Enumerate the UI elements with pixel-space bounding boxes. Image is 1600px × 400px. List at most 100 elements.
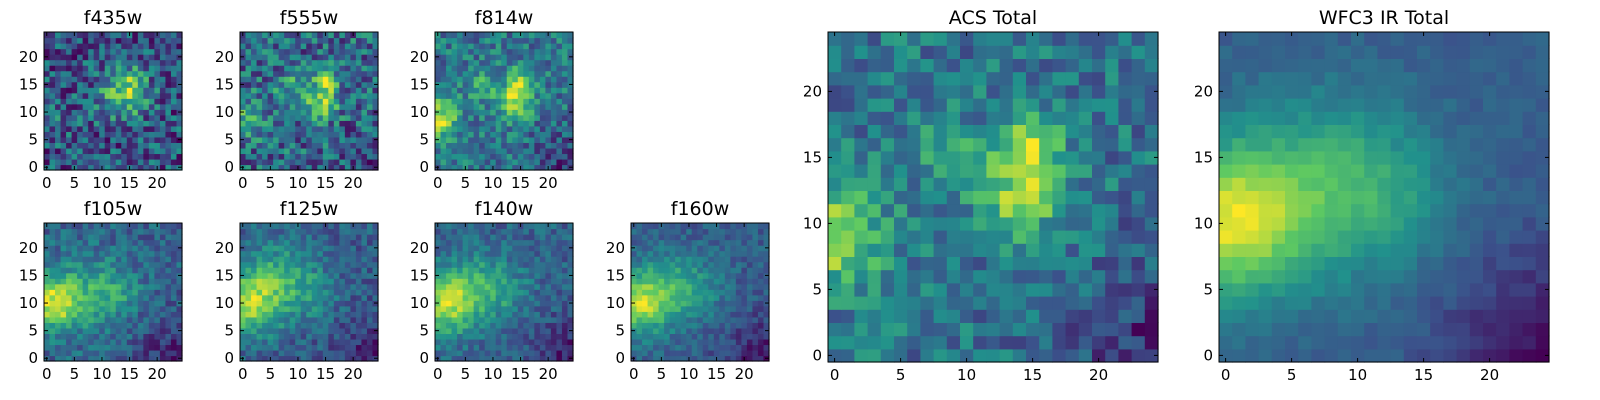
heatmap-cell xyxy=(317,305,324,312)
panel-title: f555w xyxy=(280,7,339,29)
heatmap-cell xyxy=(1144,322,1159,337)
heatmap-cell xyxy=(55,87,62,94)
heatmap-cell xyxy=(77,70,84,77)
heatmap-cell xyxy=(528,349,535,357)
heatmap-cell xyxy=(490,65,497,72)
heatmap-cell xyxy=(490,142,497,149)
heatmap-cell xyxy=(462,344,469,351)
heatmap-cell xyxy=(143,114,150,121)
heatmap-cell xyxy=(680,261,687,268)
heatmap-cell xyxy=(647,267,654,274)
heatmap-cell xyxy=(653,245,660,252)
heatmap-cell xyxy=(545,272,552,279)
heatmap-cell xyxy=(104,228,111,235)
heatmap-cell xyxy=(350,92,357,99)
heatmap-cell xyxy=(512,256,519,263)
heatmap-cell xyxy=(77,81,84,88)
heatmap-cell xyxy=(284,267,291,274)
heatmap-cell xyxy=(361,32,368,39)
heatmap-cell xyxy=(295,349,302,357)
heatmap-cell xyxy=(763,234,770,241)
heatmap-cell xyxy=(143,234,150,241)
heatmap-cell xyxy=(88,300,95,307)
heatmap-cell xyxy=(165,87,172,94)
heatmap-cell xyxy=(322,120,329,127)
heatmap-cell xyxy=(735,338,742,346)
heatmap-cell xyxy=(344,228,351,235)
heatmap-cell xyxy=(440,164,447,171)
heatmap-cell xyxy=(99,65,106,72)
heatmap-cell xyxy=(289,32,296,39)
heatmap-cell xyxy=(1012,243,1027,257)
heatmap-cell xyxy=(669,256,676,263)
heatmap-cell xyxy=(691,272,698,279)
heatmap-cell xyxy=(240,344,247,351)
heatmap-cell xyxy=(66,250,73,257)
heatmap-cell xyxy=(154,98,161,105)
heatmap-cell xyxy=(653,223,660,230)
heatmap-cell xyxy=(251,250,258,257)
heatmap-cell xyxy=(240,322,247,329)
heatmap-cell xyxy=(1026,269,1040,284)
heatmap-cell xyxy=(104,355,111,362)
heatmap-cell xyxy=(322,327,329,334)
heatmap-cell xyxy=(355,316,363,323)
heatmap-cell xyxy=(664,234,671,241)
heatmap-cell xyxy=(973,296,987,310)
heatmap-cell xyxy=(828,243,842,257)
heatmap-cell xyxy=(512,76,519,83)
heatmap-cell xyxy=(256,305,263,312)
heatmap-cell xyxy=(66,305,73,312)
heatmap-cell xyxy=(534,70,541,77)
heatmap-cell xyxy=(366,37,374,44)
heatmap-cell xyxy=(691,294,698,301)
heatmap-cell xyxy=(894,296,908,310)
heatmap-cell xyxy=(273,344,280,351)
heatmap-cell xyxy=(143,103,150,110)
heatmap-cell xyxy=(907,282,921,297)
heatmap-cell xyxy=(647,239,654,246)
heatmap-cell xyxy=(328,311,335,318)
heatmap-cell xyxy=(121,333,128,340)
heatmap-cell xyxy=(828,296,842,310)
heatmap-cell xyxy=(490,114,497,121)
heatmap-cell xyxy=(93,76,100,83)
heatmap-cell xyxy=(176,87,183,94)
heatmap-cell xyxy=(300,300,307,307)
heatmap-cell xyxy=(763,316,770,323)
heatmap-cell xyxy=(894,282,908,297)
heatmap-cell xyxy=(289,87,296,94)
heatmap-cell xyxy=(946,230,961,244)
heatmap-cell xyxy=(273,311,280,318)
heatmap-cell xyxy=(664,267,671,274)
heatmap-cell xyxy=(468,65,475,72)
heatmap-cell xyxy=(115,289,122,296)
heatmap-cell xyxy=(473,158,480,166)
heatmap-cell xyxy=(55,311,62,318)
heatmap-cell xyxy=(333,54,340,61)
heatmap-cell xyxy=(669,289,676,296)
heatmap-cell xyxy=(49,278,56,285)
heatmap-cell xyxy=(501,261,508,268)
heatmap-cell xyxy=(148,70,155,77)
heatmap-cell xyxy=(1026,190,1040,205)
heatmap-cell xyxy=(517,109,524,116)
heatmap-cell xyxy=(468,87,475,94)
heatmap-cell xyxy=(350,131,357,138)
heatmap-cell xyxy=(256,250,263,257)
heatmap-cell xyxy=(295,136,302,143)
heatmap-cell xyxy=(495,267,502,274)
heatmap-cell xyxy=(479,65,486,72)
heatmap-cell xyxy=(479,311,486,318)
heatmap-cell xyxy=(137,355,144,362)
heatmap-cell xyxy=(664,223,671,230)
heatmap-cell xyxy=(132,300,139,307)
heatmap-cell xyxy=(763,344,770,351)
heatmap-cell xyxy=(77,59,84,66)
heatmap-cell xyxy=(545,283,552,290)
heatmap-cell xyxy=(446,147,453,155)
heatmap-cell xyxy=(741,267,748,274)
heatmap-cell xyxy=(55,234,62,241)
heatmap-cell xyxy=(77,48,84,55)
heatmap-cell xyxy=(366,272,374,279)
